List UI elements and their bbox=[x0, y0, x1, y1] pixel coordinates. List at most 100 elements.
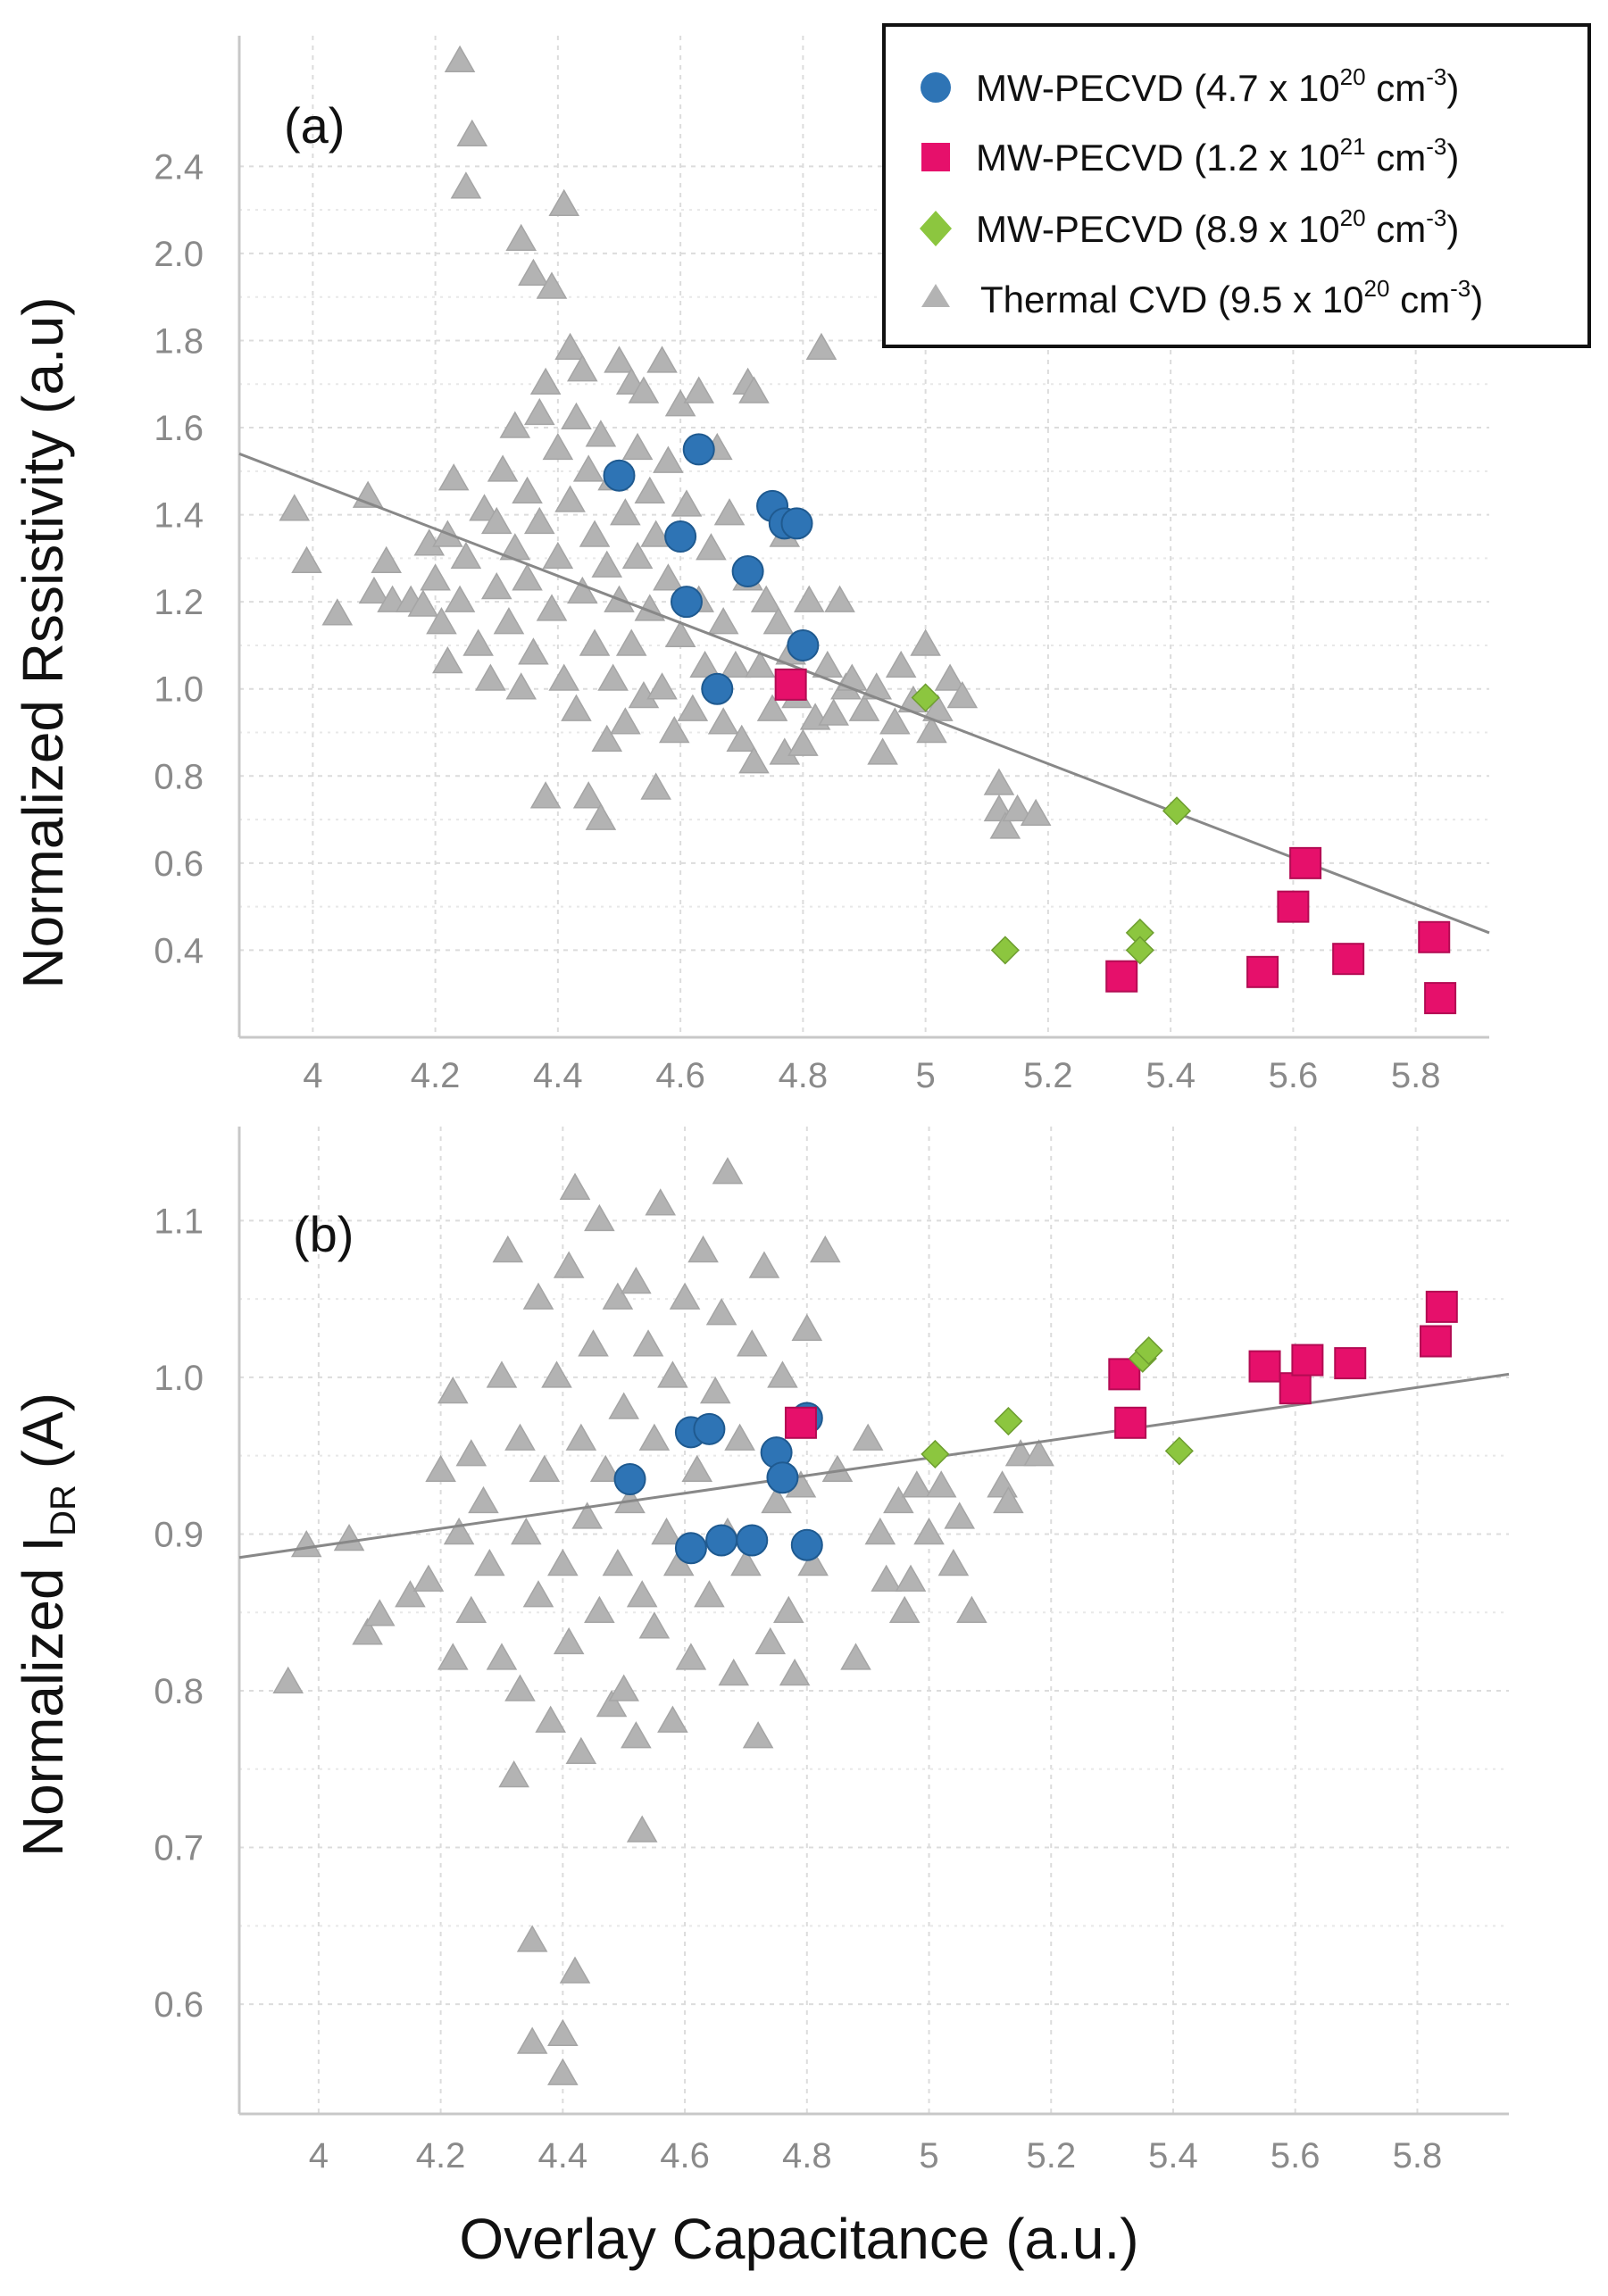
x-tick-label: 4.8 bbox=[782, 2136, 832, 2175]
triangle-point bbox=[523, 397, 555, 426]
x-tick-label: 5.4 bbox=[1146, 1056, 1196, 1095]
triangle-point bbox=[352, 1618, 383, 1645]
triangle-point bbox=[694, 1580, 725, 1608]
triangle-point bbox=[455, 1595, 487, 1623]
triangle-point bbox=[578, 1329, 609, 1357]
triangle-point bbox=[1002, 794, 1033, 822]
triangle-point bbox=[559, 1172, 591, 1200]
y-tick-label: 0.8 bbox=[154, 1672, 204, 1711]
x-tick-label: 5.6 bbox=[1269, 1056, 1319, 1095]
triangle-point bbox=[852, 1423, 884, 1451]
x-tick-label: 4.4 bbox=[538, 2136, 588, 2175]
triangle-point bbox=[437, 1376, 469, 1404]
triangle-point bbox=[412, 1564, 445, 1592]
circle-point bbox=[693, 1412, 726, 1445]
panel-a: 4 4.2 4.4 4.6 4.8 5 5.2 5.4 5.6 5.8 0.4 0.6 0.8 1.0 1.… bbox=[154, 36, 1490, 1095]
triangle-point bbox=[604, 345, 635, 373]
triangle-point bbox=[523, 506, 555, 535]
triangle-point bbox=[848, 694, 880, 721]
triangle-point bbox=[450, 171, 482, 199]
circle-point bbox=[603, 459, 636, 492]
triangle-point bbox=[1020, 798, 1052, 826]
triangle-point bbox=[290, 1529, 322, 1558]
legend-box bbox=[882, 23, 1591, 348]
triangle-point bbox=[944, 1502, 976, 1529]
triangle-point bbox=[657, 1705, 688, 1733]
square-point bbox=[1246, 955, 1279, 988]
triangle-point bbox=[371, 545, 402, 574]
triangle-point bbox=[554, 332, 586, 360]
triangle-point bbox=[565, 1736, 597, 1764]
triangle-point bbox=[475, 663, 506, 691]
triangle-point bbox=[812, 650, 844, 678]
y-tick-label: 1.2 bbox=[154, 583, 204, 622]
triangle-point bbox=[689, 650, 721, 678]
legend: MW-PECVD (4.7 x 1020 cm-3) MW-PECVD (1.2… bbox=[882, 23, 1591, 348]
triangle-point bbox=[956, 1595, 987, 1623]
triangle-point bbox=[683, 376, 714, 403]
triangle-point bbox=[750, 585, 782, 612]
triangle-point bbox=[824, 585, 855, 612]
triangle-point bbox=[536, 271, 568, 299]
triangle-point bbox=[474, 1549, 505, 1576]
triangle-point bbox=[437, 463, 470, 491]
triangle-point bbox=[989, 811, 1021, 839]
triangle-point bbox=[658, 716, 690, 744]
triangle-point bbox=[779, 1658, 811, 1686]
triangle-point bbox=[885, 650, 917, 678]
triangle-point bbox=[597, 663, 629, 691]
triangle-point bbox=[468, 1485, 499, 1514]
triangle-point bbox=[916, 716, 947, 744]
triangle-point bbox=[840, 1643, 871, 1670]
triangle-point bbox=[554, 485, 586, 512]
series-diamond bbox=[911, 683, 1192, 965]
triangle-point bbox=[707, 707, 739, 735]
triangle-point bbox=[651, 1517, 682, 1545]
legend-diamond-marker bbox=[920, 211, 952, 246]
triangle-point bbox=[653, 563, 684, 591]
triangle-point bbox=[553, 1626, 585, 1655]
diamond-point bbox=[1134, 1335, 1163, 1366]
triangle-point bbox=[321, 598, 354, 626]
triangle-point bbox=[591, 724, 623, 753]
triangle-point bbox=[937, 1549, 970, 1576]
triangle-point bbox=[888, 1595, 921, 1623]
triangle-point bbox=[541, 1360, 572, 1388]
triangle-point bbox=[425, 1454, 456, 1482]
triangle-point bbox=[983, 768, 1015, 795]
triangle-point bbox=[934, 663, 966, 691]
triangle-point bbox=[736, 1329, 768, 1357]
triangle-point bbox=[748, 1251, 780, 1278]
triangle-point bbox=[444, 585, 476, 612]
triangle-point bbox=[871, 1564, 902, 1592]
series-circle bbox=[613, 1402, 823, 1565]
x-tick-label: 5.2 bbox=[1023, 1056, 1073, 1095]
triangle-point bbox=[291, 545, 322, 574]
triangle-point bbox=[480, 572, 512, 600]
legend-label-4: Thermal CVD (9.5 x 1020 cm-3) bbox=[980, 275, 1483, 320]
triangle-point bbox=[561, 402, 592, 430]
triangle-point bbox=[671, 489, 703, 517]
triangle-point bbox=[571, 1502, 603, 1529]
triangle-point bbox=[754, 1626, 787, 1655]
triangle-point bbox=[621, 1721, 652, 1749]
triangle-point bbox=[518, 637, 549, 665]
panel-b-y-axis-label-suffix: (A) bbox=[11, 1393, 75, 1485]
triangle-point bbox=[518, 258, 549, 287]
diamond-point bbox=[994, 1406, 1023, 1436]
triangle-point bbox=[493, 607, 525, 635]
triangle-point bbox=[810, 1235, 841, 1263]
triangle-point bbox=[487, 454, 519, 482]
triangle-point bbox=[602, 1282, 634, 1310]
legend-label-2: MW-PECVD (1.2 x 1021 cm-3) bbox=[976, 133, 1459, 179]
circle-point bbox=[736, 1524, 769, 1557]
series-square bbox=[774, 668, 1457, 1015]
circle-point bbox=[790, 1528, 823, 1561]
triangle-point bbox=[567, 354, 598, 382]
y-tick-label: 1.0 bbox=[154, 1359, 204, 1398]
series-triangle bbox=[279, 45, 1052, 839]
triangle-point bbox=[879, 707, 911, 735]
triangle-point bbox=[705, 1298, 737, 1326]
triangle-point bbox=[675, 1643, 707, 1670]
triangle-point bbox=[608, 1392, 639, 1419]
